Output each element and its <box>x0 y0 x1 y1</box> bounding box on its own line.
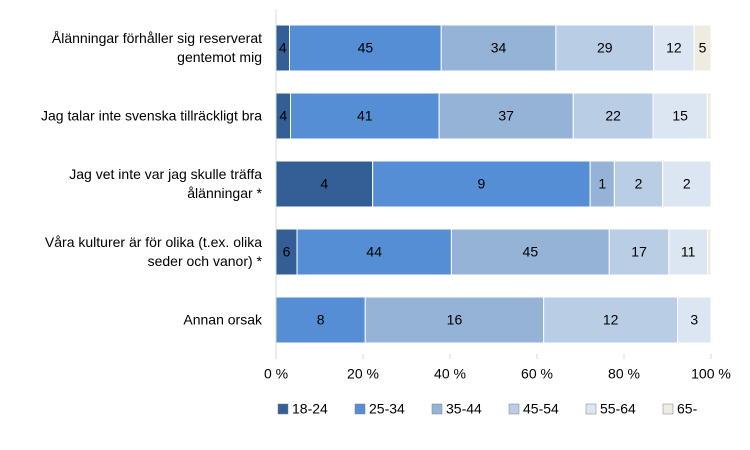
data-label: 3 <box>690 312 698 328</box>
data-label: 1 <box>598 176 606 192</box>
data-label: 17 <box>631 244 647 260</box>
x-tick-label: 40 % <box>434 366 466 382</box>
category-label: Jag talar inte svenska tillräckligt bra <box>41 107 262 124</box>
legend-swatch <box>662 403 674 415</box>
legend-label: 45-54 <box>523 401 559 417</box>
bar-segment <box>572 92 654 140</box>
data-label: 22 <box>605 108 621 124</box>
bar-segment <box>693 24 712 72</box>
data-label: 11 <box>681 244 696 260</box>
legend-swatch <box>354 403 366 415</box>
bar-segment <box>543 296 679 344</box>
bar-segment <box>668 228 708 276</box>
bar-segment <box>438 92 574 140</box>
data-label: 4 <box>320 176 328 192</box>
data-label: 44 <box>366 244 382 260</box>
data-label: 6 <box>283 244 291 260</box>
legend-swatch <box>508 403 520 415</box>
category-label: Ålänningar förhåller sig reserverat gent… <box>51 30 262 65</box>
data-label: 2 <box>683 176 691 192</box>
data-label: 45 <box>523 244 539 260</box>
x-tick-label: 60 % <box>521 366 553 382</box>
category-label: Annan orsak <box>183 311 262 328</box>
data-label: 37 <box>498 108 514 124</box>
bar-segment <box>372 160 591 208</box>
x-tick-label: 100 % <box>691 366 731 382</box>
legend-swatch <box>431 403 443 415</box>
data-label: 45 <box>358 40 374 56</box>
bar-segment <box>652 92 708 140</box>
bar-segment <box>555 24 655 72</box>
data-label: 12 <box>603 312 619 328</box>
x-tick-label: 80 % <box>608 366 640 382</box>
bar-segment <box>589 160 615 208</box>
bar-segment <box>706 228 712 276</box>
legend-label: 25-34 <box>369 401 405 417</box>
bar-segment <box>608 228 670 276</box>
x-tick-label: 0 % <box>264 366 288 382</box>
bar-segment <box>275 160 374 208</box>
legend-label: 18-24 <box>292 401 328 417</box>
bar-segment <box>706 92 712 140</box>
data-label: 9 <box>478 176 486 192</box>
legend-label: 35-44 <box>446 401 482 417</box>
bar-segment <box>653 24 695 72</box>
bar-segment <box>296 228 452 276</box>
bar-segment <box>364 296 545 344</box>
legend-label: 55-64 <box>600 401 636 417</box>
data-label: 34 <box>491 40 507 56</box>
bar-segment <box>662 160 712 208</box>
legend-label: 65- <box>677 401 698 417</box>
bar-segment <box>290 92 440 140</box>
category-label: Jag vet inte var jag skulle träffa ålänn… <box>69 166 262 201</box>
category-label: Våra kulturer är för olika (t.ex. olika … <box>44 234 262 269</box>
bar-segment <box>677 296 712 344</box>
data-label: 15 <box>672 108 688 124</box>
data-label: 4 <box>279 40 287 56</box>
x-tick-label: 20 % <box>347 366 379 382</box>
bar-segment <box>613 160 664 208</box>
data-label: 5 <box>699 40 707 56</box>
data-label: 16 <box>447 312 463 328</box>
data-label: 29 <box>597 40 613 56</box>
data-label: 8 <box>317 312 325 328</box>
data-label: 12 <box>666 40 682 56</box>
data-label: 41 <box>357 108 373 124</box>
bar-segment <box>450 228 610 276</box>
data-label: 2 <box>635 176 643 192</box>
legend-swatch <box>585 403 597 415</box>
data-label: 4 <box>279 108 287 124</box>
bar-segment <box>440 24 557 72</box>
legend-swatch <box>277 403 289 415</box>
